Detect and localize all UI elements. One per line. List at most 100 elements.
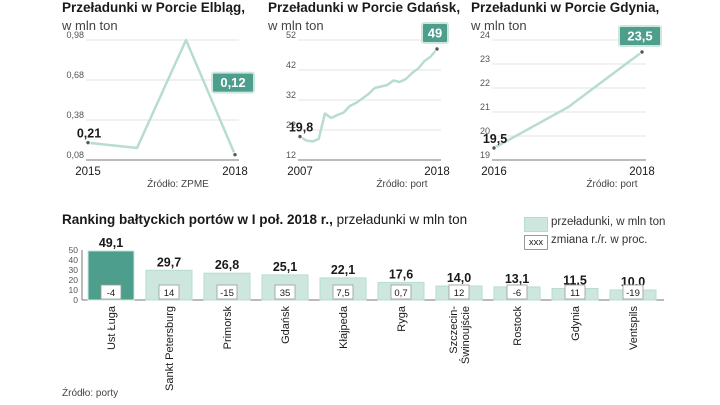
gdansk-ytick-label: 32: [286, 90, 296, 100]
bar-category-label: Gdańsk: [280, 306, 292, 344]
legend-bar-label: przeładunki, w mln ton: [551, 216, 666, 228]
elblag-last-point: [232, 151, 238, 158]
bar-category-label: Szczecin-: [448, 306, 460, 354]
legend-change-label: zmiana r./r. w proc.: [551, 234, 648, 246]
bar-category-label: Ventspils: [628, 306, 640, 351]
bar-change-label: -6: [513, 288, 521, 299]
bar-ytick-label: 20: [69, 275, 79, 285]
gdynia-ytick-label: 23: [480, 54, 490, 64]
elblag-ytick-label: 0,08: [66, 150, 84, 160]
bar-value-label: 25,1: [273, 260, 297, 274]
elblag-ytick-label: 0,98: [66, 30, 84, 40]
gdynia-ytick-label: 19: [480, 150, 490, 160]
bar-change-box: [332, 284, 354, 300]
bar-change-label: 35: [280, 288, 291, 299]
gdansk-xtick-first: 2007: [287, 166, 313, 178]
gdynia-xtick-last: 2018: [629, 166, 655, 178]
gdansk-source: Źródło: port: [376, 177, 427, 190]
legend-change-swatch: xxx: [524, 235, 548, 250]
bar-change-label: 7,5: [336, 288, 349, 299]
elblag-xtick-first: 2015: [75, 166, 101, 178]
bar-category-label: Ryga: [396, 305, 408, 332]
bar-change-box: [506, 284, 528, 300]
ranking-source: Źródło: porty: [62, 388, 119, 399]
ranking-title: Ranking bałtyckich portów w I poł. 2018 …: [62, 212, 467, 227]
bar-ytick-label: 40: [69, 255, 79, 265]
bar-value-label: 22,1: [331, 263, 355, 277]
elblag-ytick-label: 0,68: [66, 70, 84, 80]
bar-change-box: [448, 284, 470, 300]
bar-value-label: 26,8: [215, 258, 239, 272]
bar-change-label: -4: [107, 288, 115, 299]
bar-change-box: [390, 284, 412, 300]
bar-change-box: [622, 284, 644, 300]
bar-ytick-label: 0: [73, 295, 78, 305]
gdansk-series-line: [299, 48, 438, 143]
bar-category-label: Primorsk: [222, 306, 234, 350]
bar-category-label: Ust Ługa: [106, 305, 118, 350]
elblag-source: Źródło: ZPME: [147, 177, 209, 190]
bar-value-label: 17,6: [389, 267, 413, 281]
ranking-title-rest: przeładunki w mln ton: [332, 212, 468, 227]
bar-value-label: 29,7: [157, 255, 181, 269]
elblag-last-label: 0,12: [220, 75, 245, 90]
gdynia-first-label: 19,5: [483, 132, 507, 146]
gdansk-first-label: 19,8: [289, 121, 313, 135]
gdansk-ytick-label: 52: [286, 30, 296, 40]
gdynia-ytick-label: 24: [480, 30, 490, 40]
bar-value-label: 11,5: [563, 274, 587, 288]
bar-change-label: -15: [220, 288, 234, 299]
bar-change-label: 0,7: [394, 288, 407, 299]
gdynia-source: Źródło: port: [586, 177, 637, 190]
gdansk-xtick-last: 2018: [424, 166, 450, 178]
gdynia-ytick-label: 20: [480, 126, 490, 136]
gdynia-last-point: [639, 49, 645, 55]
bar-value-label: 14,0: [447, 271, 471, 285]
bar-ytick-label: 50: [69, 245, 79, 255]
elblag-subtitle: w mln ton: [62, 18, 118, 33]
bar-change-box: [100, 284, 122, 300]
gdansk-last-label-badge: [421, 22, 449, 44]
ranking-title-bold: Ranking bałtyckich portów w I poł. 2018 …: [62, 212, 333, 227]
bar-change-label: 14: [164, 288, 175, 299]
gdynia-ytick-label: 21: [480, 102, 490, 112]
bar-category-label: Gdynia: [570, 305, 582, 341]
gdansk-subtitle: w mln ton: [268, 18, 324, 33]
bar-change-label: 11: [570, 288, 580, 299]
bar-change-box: [274, 284, 296, 300]
elblag-xtick-last: 2018: [222, 166, 248, 178]
elblag-title: Przeładunki w Porcie Elbląg,: [62, 0, 246, 15]
bar-change-label: -19: [626, 288, 640, 299]
gdynia-title: Przeładunki w Porcie Gdynia,: [471, 0, 660, 15]
elblag-ytick-label: 0,38: [66, 110, 84, 120]
bar-value-label: 13,1: [505, 272, 529, 286]
bar-ytick-label: 30: [69, 265, 79, 275]
gdynia-last-label: 23,5: [627, 29, 652, 44]
gdynia-last-label-badge: [618, 25, 662, 47]
gdynia-subtitle: w mln ton: [471, 18, 527, 33]
bar-category-label: Świnoujście: [459, 306, 472, 364]
bar-change-label: 12: [454, 288, 465, 299]
bar-category-label: Kłajpeda: [338, 305, 350, 349]
elblag-first-label: 0,21: [77, 127, 101, 141]
bar-ytick-label: 10: [69, 285, 79, 295]
gdansk-last-point: [434, 46, 440, 52]
elblag-series-line: [87, 38, 237, 156]
bar-category-label: Sankt Petersburg: [164, 306, 176, 391]
gdansk-title: Przeładunki w Porcie Gdańsk,: [268, 0, 461, 15]
elblag-first-point: [85, 139, 91, 146]
bar-change-box: [564, 284, 586, 300]
gdansk-ytick-label: 42: [286, 60, 296, 70]
gdynia-xtick-first: 2016: [481, 166, 507, 178]
gdynia-series-line: [493, 50, 643, 150]
bar-change-box: [216, 284, 238, 300]
legend-bar-swatch: [524, 217, 548, 232]
bar-value-label: 49,1: [99, 236, 123, 250]
gdansk-first-point: [297, 133, 303, 140]
gdansk-ytick-label: 12: [286, 150, 296, 160]
gdansk-last-label: 49: [428, 26, 442, 41]
elblag-last-label-badge: [211, 71, 255, 94]
bar-category-label: Rostock: [512, 306, 524, 346]
gdynia-first-point: [491, 145, 497, 151]
